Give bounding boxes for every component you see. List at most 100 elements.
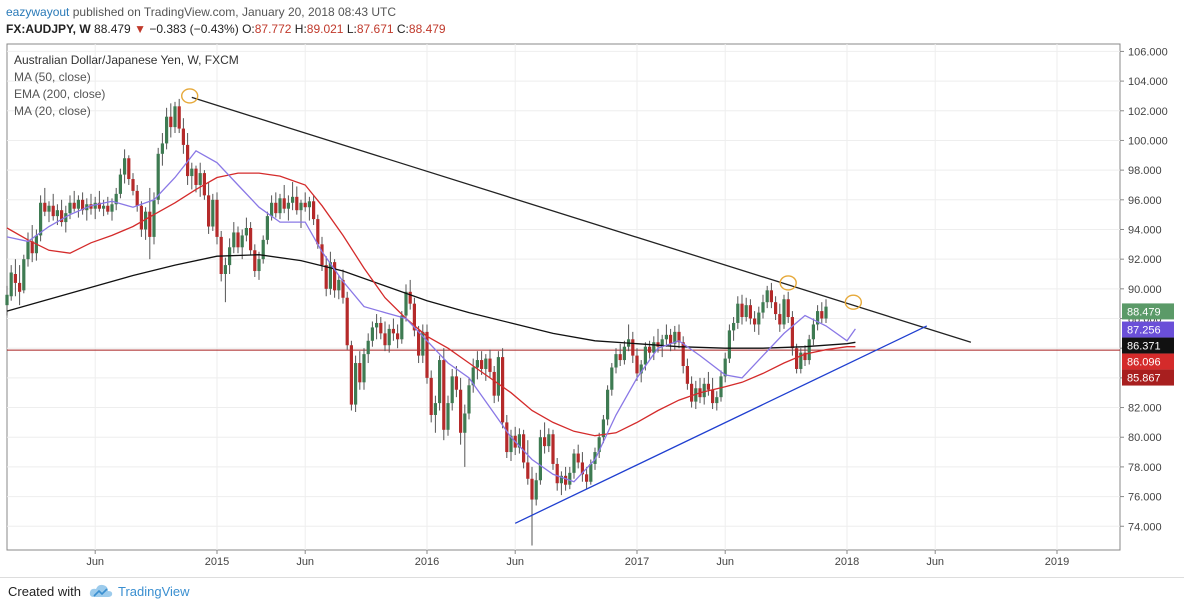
- candle-up: [702, 383, 706, 398]
- legend-ema200: EMA (200, close): [14, 87, 105, 101]
- candle-up: [639, 364, 643, 374]
- low-value: 87.671: [356, 22, 394, 36]
- candle-down: [488, 358, 492, 372]
- footer: Created with TradingView: [0, 577, 1184, 608]
- price-label-box: [1122, 369, 1174, 386]
- candle-up: [475, 360, 479, 368]
- candle-up: [118, 174, 122, 194]
- candle-down: [648, 346, 652, 353]
- ema200-line: [6, 254, 856, 349]
- candle-down: [618, 354, 622, 361]
- x-tick-label: 2016: [415, 556, 439, 568]
- candle-up: [597, 437, 601, 453]
- candles: [5, 98, 828, 546]
- candle-up: [807, 339, 811, 361]
- candle-up: [299, 202, 303, 211]
- trendlines[interactable]: [191, 96, 972, 524]
- candle-up: [761, 302, 765, 313]
- candle-up: [165, 116, 169, 144]
- indicator-lines: [6, 149, 856, 483]
- y-tick-label: 102.000: [1128, 106, 1168, 118]
- candle-down: [43, 202, 47, 212]
- candle-up: [643, 346, 647, 365]
- candle-down: [454, 376, 458, 390]
- candle-down: [631, 339, 635, 356]
- chart-header: eazywayout published on TradingView.com,…: [0, 0, 1184, 40]
- candle-up: [559, 475, 563, 484]
- chart-area[interactable]: 74.00076.00078.00080.00082.00084.00086.0…: [0, 40, 1184, 570]
- candle-down: [530, 478, 534, 500]
- price-label-box: [1122, 353, 1174, 370]
- candle-down: [320, 244, 324, 266]
- symbol-label: FX:AUDJPY, W: [6, 22, 91, 36]
- candle-down: [551, 434, 555, 464]
- candle-down: [295, 196, 299, 211]
- highlight-marker: [779, 275, 797, 291]
- candle-up: [744, 305, 748, 318]
- candle-down: [681, 342, 685, 366]
- candle-down: [333, 262, 337, 291]
- candle-up: [652, 342, 656, 353]
- candle-up: [765, 290, 769, 303]
- legend-ma50: MA (50, close): [14, 70, 91, 84]
- candle-down: [169, 116, 173, 128]
- highlight-marker: [180, 88, 199, 104]
- candle-up: [190, 168, 194, 177]
- candle-down: [677, 331, 681, 343]
- candle-up: [307, 201, 311, 208]
- legend-ma20: MA (20, close): [14, 104, 91, 118]
- last-price: 88.479: [94, 22, 131, 36]
- price-chart[interactable]: 74.00076.00078.00080.00082.00084.00086.0…: [0, 40, 1184, 570]
- candle-down: [526, 462, 530, 479]
- candle-down: [324, 265, 328, 289]
- candle-up: [450, 376, 454, 404]
- candle-down: [753, 318, 757, 325]
- candle-up: [723, 358, 727, 377]
- candle-up: [232, 232, 236, 248]
- candle-up: [286, 202, 290, 209]
- candle-down: [345, 297, 349, 346]
- candle-down: [177, 106, 181, 129]
- y-tick-label: 98.000: [1128, 165, 1162, 177]
- candle-up: [496, 357, 500, 396]
- markers: [180, 88, 862, 310]
- legend-title: Australian Dollar/Japanese Yen, W, FXCM: [14, 53, 239, 67]
- candle-down: [349, 345, 353, 405]
- candle-down: [18, 282, 22, 292]
- plot-frame: [6, 43, 1121, 551]
- candle-up: [160, 143, 164, 154]
- candle-down: [60, 210, 64, 223]
- candle-down: [656, 342, 660, 347]
- price-label-text: 86.371: [1127, 341, 1161, 353]
- candle-up: [39, 202, 43, 236]
- price-label-text: 86.096: [1127, 357, 1161, 369]
- candle-up: [144, 211, 148, 230]
- y-tick-label: 80.000: [1128, 432, 1162, 444]
- y-tick-label: 90.000: [1128, 284, 1162, 296]
- candle-up: [572, 453, 576, 473]
- candle-up: [265, 216, 269, 240]
- candle-down: [442, 360, 446, 430]
- candle-up: [244, 228, 248, 236]
- candle-up: [278, 198, 282, 214]
- candle-down: [412, 303, 416, 331]
- candle-down: [774, 302, 778, 315]
- price-label-text: 87.256: [1127, 325, 1161, 337]
- y-tick-label: 76.000: [1128, 492, 1162, 504]
- candle-up: [467, 385, 471, 414]
- candle-down: [820, 311, 824, 319]
- candle-down: [131, 179, 135, 191]
- candle-down: [89, 204, 93, 209]
- candle-down: [379, 322, 383, 334]
- author-link[interactable]: eazywayout: [6, 5, 70, 19]
- x-tick-label: 2019: [1045, 556, 1069, 568]
- candle-up: [404, 291, 408, 316]
- candle-up: [93, 202, 97, 209]
- candle-up: [534, 480, 538, 500]
- x-tick-label: 2018: [835, 556, 859, 568]
- tradingview-brand[interactable]: TradingView: [118, 584, 190, 599]
- candle-down: [51, 205, 55, 217]
- candle-up: [5, 294, 9, 306]
- x-tick-label: 2015: [205, 556, 229, 568]
- candle-up: [366, 340, 370, 355]
